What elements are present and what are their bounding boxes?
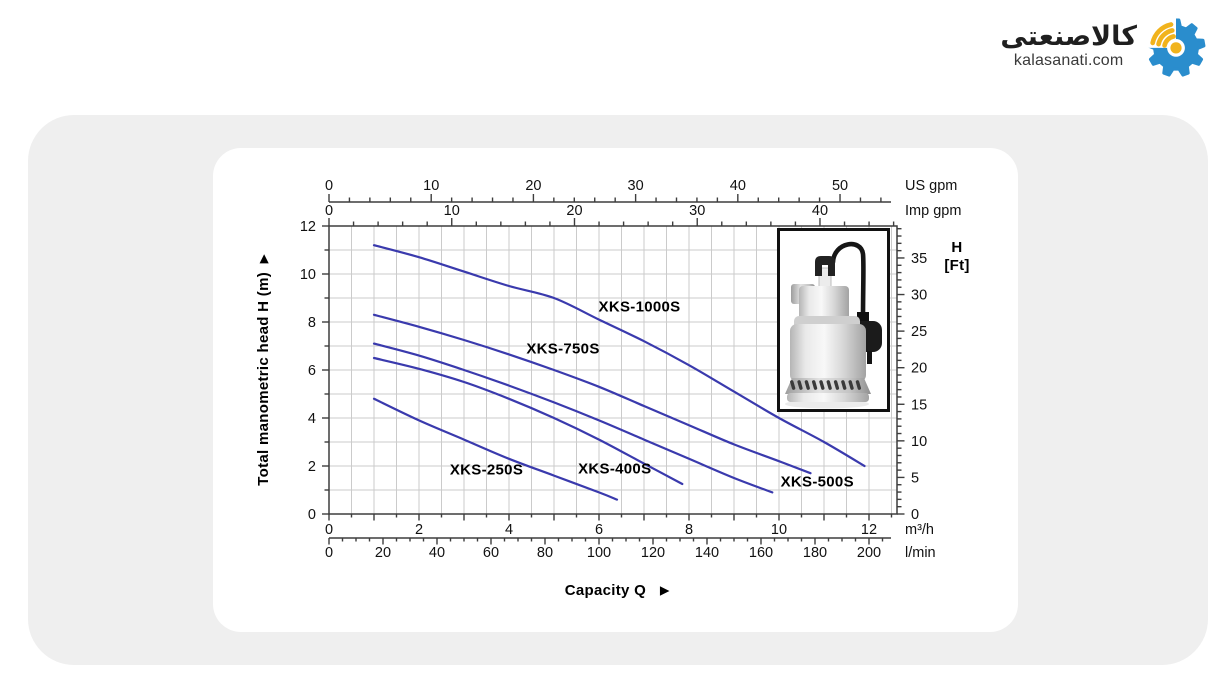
svg-text:160: 160 bbox=[749, 545, 773, 561]
svg-text:6: 6 bbox=[308, 363, 316, 379]
svg-text:10: 10 bbox=[771, 522, 787, 538]
svg-text:140: 140 bbox=[695, 545, 719, 561]
svg-text:10: 10 bbox=[300, 267, 316, 283]
svg-text:80: 80 bbox=[537, 545, 553, 561]
pump-vent-slots bbox=[790, 380, 862, 390]
svg-text:5: 5 bbox=[911, 470, 919, 486]
svg-text:200: 200 bbox=[857, 545, 881, 561]
axis-m3h: 0 2 4 6 8 10 12 m³/h bbox=[325, 514, 934, 538]
svg-text:l/min: l/min bbox=[905, 545, 936, 561]
svg-text:12: 12 bbox=[300, 219, 316, 235]
axis-head-m: 0 2 4 6 8 10 12 Total manometric head H (m) ▶ bbox=[255, 219, 329, 523]
svg-text:2: 2 bbox=[308, 459, 316, 475]
svg-text:4: 4 bbox=[505, 522, 513, 538]
series-XKS-750S: XKS-750S bbox=[372, 313, 812, 475]
pump-handle bbox=[815, 256, 835, 276]
pump-curves-svg: 0 2 4 6 8 10 12 Total manometric head H (m) ▶ 0 5… bbox=[255, 178, 969, 599]
svg-text:8: 8 bbox=[685, 522, 693, 538]
svg-text:20: 20 bbox=[566, 203, 582, 219]
content-panel: 0 2 4 6 8 10 12 Total manometric head H (m) ▶ 0 5… bbox=[28, 115, 1208, 665]
svg-text:Total manometric head H (m) ▶: Total manometric head H (m) ▶ bbox=[255, 254, 272, 486]
svg-text:35: 35 bbox=[911, 251, 927, 267]
svg-text:[Ft]: [Ft] bbox=[944, 257, 969, 274]
svg-text:10: 10 bbox=[911, 434, 927, 450]
svg-text:US gpm: US gpm bbox=[905, 178, 957, 194]
axis-imp-gpm: 0 10 20 30 40 Imp gpm bbox=[325, 203, 961, 226]
series-XKS-1000S: XKS-1000S bbox=[372, 244, 866, 468]
svg-text:4: 4 bbox=[308, 411, 316, 427]
brand-name-farsi: کالاصنعتی bbox=[1000, 21, 1137, 53]
series-label-XKS-500S: XKS-500S bbox=[781, 474, 854, 491]
chart-card: 0 2 4 6 8 10 12 Total manometric head H (m) ▶ 0 5… bbox=[213, 148, 1018, 632]
axis-head-ft: 0 5 10 15 20 25 30 35 H[Ft] bbox=[897, 228, 969, 523]
svg-text:100: 100 bbox=[587, 545, 611, 561]
pump-performance-chart: 0 2 4 6 8 10 12 Total manometric head H (m) ▶ 0 5… bbox=[213, 148, 1018, 632]
svg-text:8: 8 bbox=[308, 315, 316, 331]
svg-text:10: 10 bbox=[444, 203, 460, 219]
svg-text:40: 40 bbox=[812, 203, 828, 219]
svg-text:30: 30 bbox=[628, 178, 644, 194]
series-label-XKS-750S: XKS-750S bbox=[526, 340, 599, 357]
series-label-XKS-250S: XKS-250S bbox=[450, 462, 523, 479]
svg-text:20: 20 bbox=[525, 178, 541, 194]
svg-text:0: 0 bbox=[325, 203, 333, 219]
svg-text:25: 25 bbox=[911, 324, 927, 340]
svg-text:40: 40 bbox=[429, 545, 445, 561]
brand-text-block: کالاصنعتی kalasanati.com bbox=[1000, 22, 1137, 69]
svg-text:180: 180 bbox=[803, 545, 827, 561]
svg-text:12: 12 bbox=[861, 522, 877, 538]
pump-body bbox=[790, 324, 866, 382]
series-label-XKS-400S: XKS-400S bbox=[578, 460, 651, 477]
svg-text:6: 6 bbox=[595, 522, 603, 538]
series-XKS-400S: XKS-400S bbox=[372, 356, 684, 486]
svg-text:2: 2 bbox=[415, 522, 423, 538]
x-axis-title: Capacity Q ▶ bbox=[565, 582, 670, 599]
svg-text:30: 30 bbox=[689, 203, 705, 219]
svg-text:H: H bbox=[951, 239, 962, 256]
svg-text:0: 0 bbox=[325, 522, 333, 538]
series-XKS-250S: XKS-250S bbox=[372, 397, 619, 501]
axis-lmin: 0 20 40 60 80 100 120 140 160 180 200 l/min bbox=[325, 537, 936, 561]
svg-text:0: 0 bbox=[325, 545, 333, 561]
axis-us-gpm: 0 10 20 30 40 50 US gpm bbox=[325, 178, 957, 203]
series-label-XKS-1000S: XKS-1000S bbox=[599, 298, 681, 315]
pump-cable bbox=[830, 241, 866, 321]
svg-text:10: 10 bbox=[423, 178, 439, 194]
svg-text:0: 0 bbox=[325, 178, 333, 194]
brand-gear-icon bbox=[1146, 16, 1206, 77]
svg-text:0: 0 bbox=[911, 507, 919, 523]
svg-text:30: 30 bbox=[911, 288, 927, 304]
svg-text:20: 20 bbox=[911, 361, 927, 377]
svg-text:Imp gpm: Imp gpm bbox=[905, 203, 961, 219]
brand-logo: کالاصنعتی kalasanati.com bbox=[1000, 13, 1206, 79]
series-XKS-500S: XKS-500S bbox=[372, 342, 854, 494]
svg-text:20: 20 bbox=[375, 545, 391, 561]
svg-text:50: 50 bbox=[832, 178, 848, 194]
brand-domain: kalasanati.com bbox=[1013, 52, 1124, 70]
svg-text:120: 120 bbox=[641, 545, 665, 561]
svg-text:40: 40 bbox=[730, 178, 746, 194]
svg-text:15: 15 bbox=[911, 397, 927, 413]
pump-product-image bbox=[777, 228, 890, 412]
svg-text:m³/h: m³/h bbox=[905, 522, 934, 538]
svg-text:60: 60 bbox=[483, 545, 499, 561]
svg-text:0: 0 bbox=[308, 507, 316, 523]
